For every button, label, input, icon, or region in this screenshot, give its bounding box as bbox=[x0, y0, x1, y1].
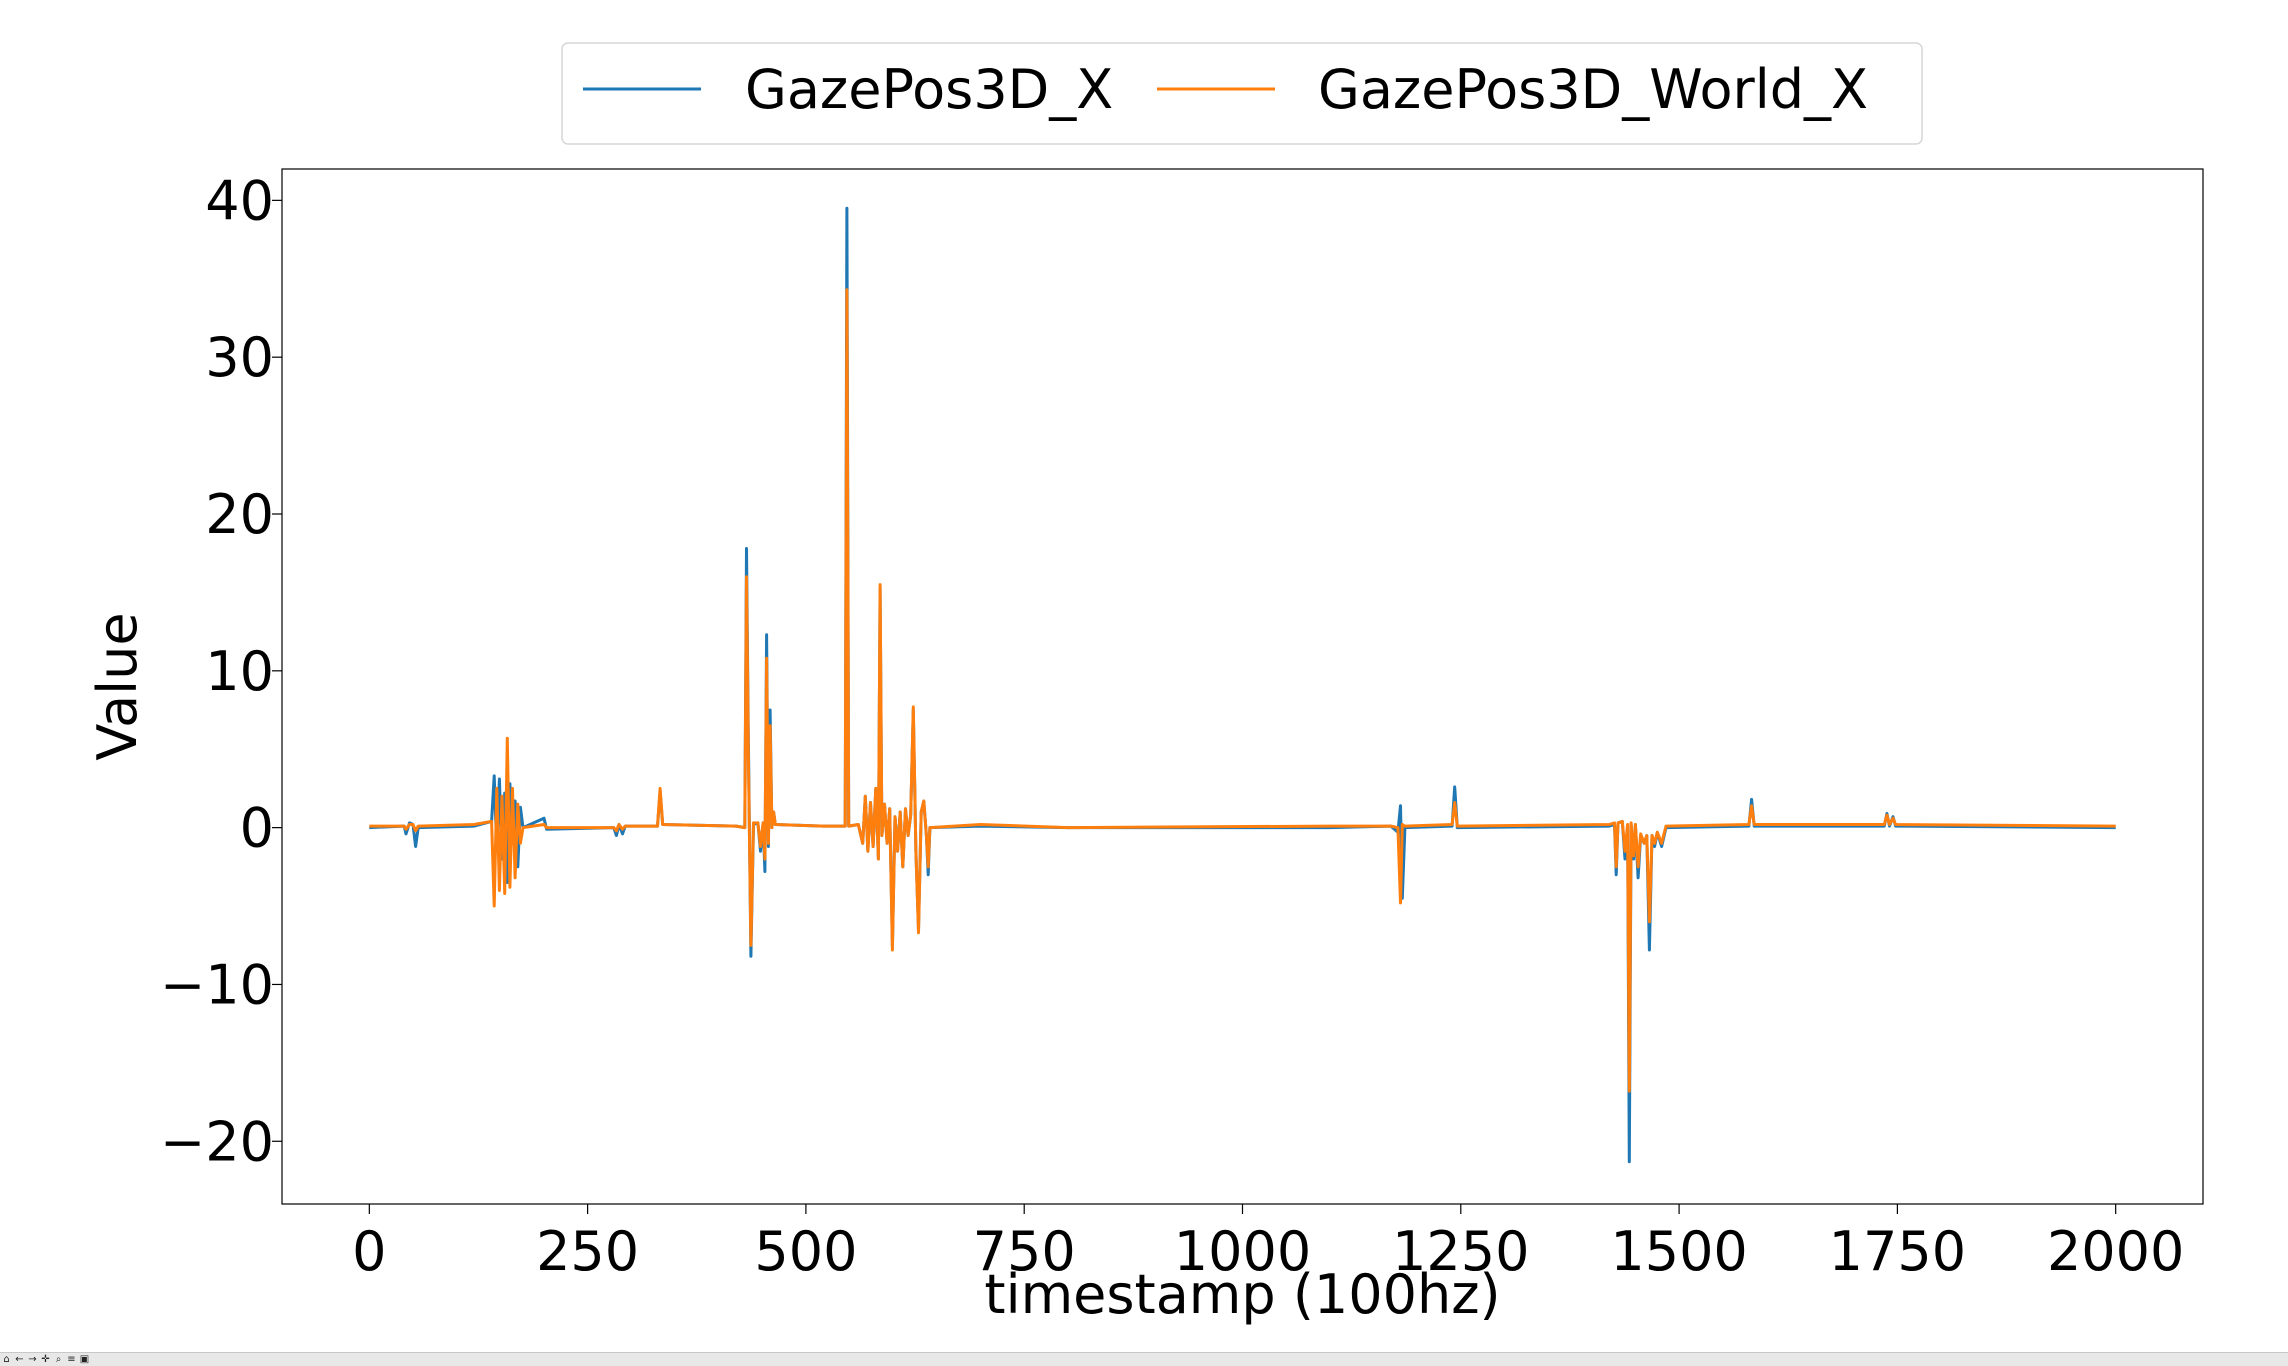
legend-label-1: GazePos3D_X bbox=[745, 58, 1113, 121]
x-tick-label: 500 bbox=[754, 1220, 857, 1283]
x-tick-label: 2000 bbox=[2047, 1220, 2184, 1283]
x-tick-label: 750 bbox=[973, 1220, 1076, 1283]
save-icon[interactable]: ▣ bbox=[79, 1353, 90, 1365]
y-tick-label: −10 bbox=[160, 953, 274, 1016]
x-tick-label: 1750 bbox=[1829, 1220, 1966, 1283]
x-tick-label: 250 bbox=[536, 1220, 639, 1283]
y-tick-label: 40 bbox=[205, 169, 274, 232]
zoom-icon[interactable]: ⌕ bbox=[55, 1353, 62, 1365]
x-axis-label: timestamp (100hz) bbox=[984, 1263, 1500, 1326]
series-line-2 bbox=[369, 288, 2116, 1093]
x-tick-label: 1500 bbox=[1610, 1220, 1747, 1283]
forward-icon[interactable]: → bbox=[28, 1353, 37, 1365]
legend-label-2: GazePos3D_World_X bbox=[1318, 58, 1868, 121]
y-tick-label: 20 bbox=[205, 483, 274, 546]
legend-box bbox=[561, 42, 1923, 145]
x-tick-label: 0 bbox=[352, 1220, 386, 1283]
plot-area bbox=[369, 206, 2116, 1164]
y-tick-label: 0 bbox=[240, 797, 274, 860]
configure-icon[interactable]: ≡ bbox=[67, 1353, 76, 1365]
toolbar: ⌂ ← → ✛ ⌕ ≡ ▣ bbox=[0, 1352, 2288, 1366]
axes: 0 250 500 750 1000 1250 1500 1750 2000 −20 −10 0 10 2… bbox=[86, 168, 2204, 1326]
home-icon[interactable]: ⌂ bbox=[3, 1353, 10, 1365]
legend: GazePos3D_X GazePos3D_World_X bbox=[561, 42, 1923, 145]
y-tick-label: 30 bbox=[205, 326, 274, 389]
y-tick-label: −20 bbox=[160, 1110, 274, 1173]
back-icon[interactable]: ← bbox=[15, 1353, 24, 1365]
y-tick-label: 10 bbox=[205, 640, 274, 703]
y-axis-label: Value bbox=[86, 612, 149, 760]
pan-icon[interactable]: ✛ bbox=[41, 1353, 50, 1365]
x-tick-label: 1250 bbox=[1392, 1220, 1529, 1283]
x-tick-label: 1000 bbox=[1174, 1220, 1311, 1283]
